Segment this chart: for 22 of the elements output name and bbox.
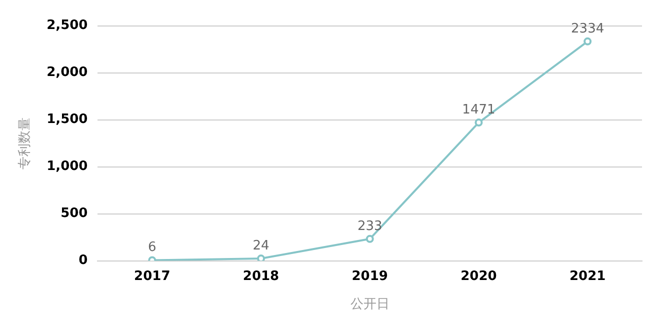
x-tick-label: 2021 (569, 268, 606, 284)
y-tick-label: 1,000 (46, 159, 88, 174)
point (366, 234, 374, 243)
data-label: 233 (357, 218, 382, 234)
x-tick-label: 2020 (460, 268, 497, 284)
x-tick-label: 2018 (242, 268, 280, 284)
data-label: 6 (148, 240, 156, 256)
data-label: 1471 (462, 102, 496, 118)
x-tick-label: 2017 (134, 268, 170, 284)
point (474, 118, 483, 127)
point (257, 254, 266, 261)
y-tick-label: 2,500 (46, 18, 88, 34)
data-label: 24 (252, 238, 270, 254)
x-axis-title: 公开日 (350, 296, 390, 311)
y-tick-label: 0 (78, 253, 88, 268)
y-axis-title: 专利数量 (16, 117, 32, 170)
data-label: 2334 (571, 21, 604, 36)
y-tick-label: 500 (60, 206, 88, 222)
y-tick-label: 1,500 (46, 112, 88, 128)
y-tick-label: 2,000 (46, 65, 88, 80)
x-tick-label: 2019 (352, 268, 388, 284)
point (584, 37, 592, 46)
